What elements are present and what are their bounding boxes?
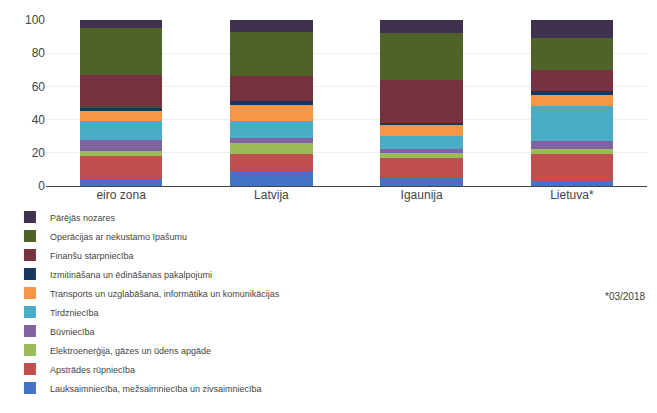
svg-text:Pārējās nozares: Pārējās nozares [50,213,116,223]
svg-text:Būvniecība: Būvniecība [50,327,95,337]
svg-text:Operācijas ar nekustamo īpašum: Operācijas ar nekustamo īpašumu [50,232,187,242]
svg-text:Tirdzniecība: Tirdzniecība [50,308,99,318]
svg-text:Transports un uzglabāšana, inf: Transports un uzglabāšana, informātika u… [50,289,280,299]
svg-text:eiro zona: eiro zona [96,188,146,202]
svg-text:0: 0 [38,179,45,193]
svg-text:Elektroenerģija, gāzes un ūden: Elektroenerģija, gāzes un ūdens apgāde [50,346,211,356]
svg-text:Lauksaimniecība, mežsaimniecīb: Lauksaimniecība, mežsaimniecība un zivsa… [50,384,262,394]
svg-text:Finanšu starpniecība: Finanšu starpniecība [50,251,134,261]
svg-text:Izmitināšana un ēdināšanas pak: Izmitināšana un ēdināšanas pakalpojumi [50,270,212,280]
svg-text:60: 60 [32,80,46,94]
svg-text:Latvija: Latvija [254,188,289,202]
svg-text:*03/2018: *03/2018 [605,291,645,302]
svg-text:100: 100 [25,13,45,27]
svg-text:20: 20 [32,146,46,160]
svg-text:Lietuva*: Lietuva* [550,188,594,202]
svg-text:Apstrādes rūpniecība: Apstrādes rūpniecība [50,365,135,375]
svg-text:Igaunija: Igaunija [401,188,443,202]
svg-text:80: 80 [32,46,46,60]
svg-text:40: 40 [32,113,46,127]
